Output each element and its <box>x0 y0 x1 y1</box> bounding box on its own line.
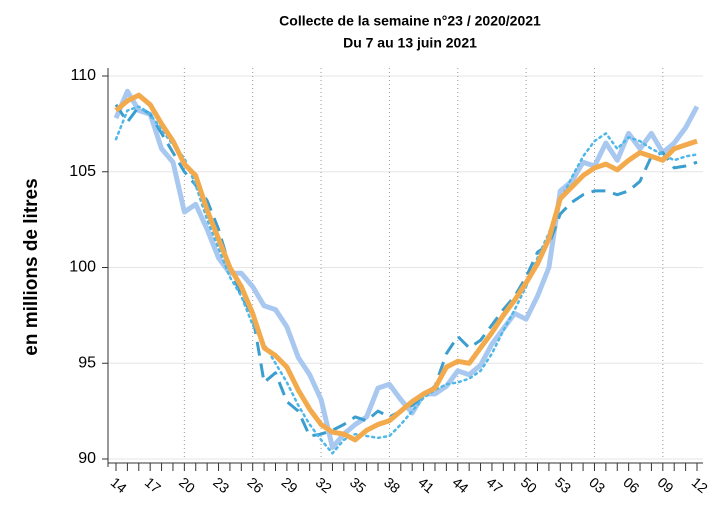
y-tick-label: 110 <box>70 67 96 84</box>
x-tick-label: 12 <box>689 474 710 496</box>
x-tick-label: 41 <box>415 474 437 496</box>
x-tick-label: 53 <box>552 474 574 496</box>
x-tick-label: 06 <box>620 474 642 496</box>
series-line <box>113 88 700 450</box>
x-tick-label: 20 <box>176 474 198 496</box>
chart-title: Collecte de la semaine n°23 / 2020/2021 <box>279 13 541 29</box>
series-line <box>114 105 699 455</box>
x-tick-label: 17 <box>142 474 164 496</box>
series-line <box>114 103 698 438</box>
x-tick-label: 03 <box>586 474 608 496</box>
x-tick-label: 29 <box>279 474 301 496</box>
x-tick-label: 26 <box>244 474 266 496</box>
x-tick-label: 44 <box>449 474 471 496</box>
y-tick-label: 100 <box>69 259 96 276</box>
chart-subtitle: Du 7 au 13 juin 2021 <box>343 35 477 51</box>
x-tick-label: 23 <box>210 474 232 496</box>
y-tick-label: 95 <box>78 354 96 371</box>
x-tick-label: 14 <box>108 474 130 496</box>
y-tick-label: 90 <box>78 450 96 467</box>
x-tick-label: 50 <box>518 474 540 496</box>
x-tick-label: 35 <box>347 474 369 496</box>
y-tick-label: 105 <box>69 163 96 180</box>
x-tick-label: 09 <box>655 474 677 496</box>
series-line <box>114 92 698 443</box>
x-tick-label: 38 <box>381 474 403 496</box>
y-axis-label: en millions de litres <box>21 178 42 355</box>
x-tick-label: 32 <box>313 474 335 496</box>
x-tick-label: 47 <box>484 474 506 496</box>
